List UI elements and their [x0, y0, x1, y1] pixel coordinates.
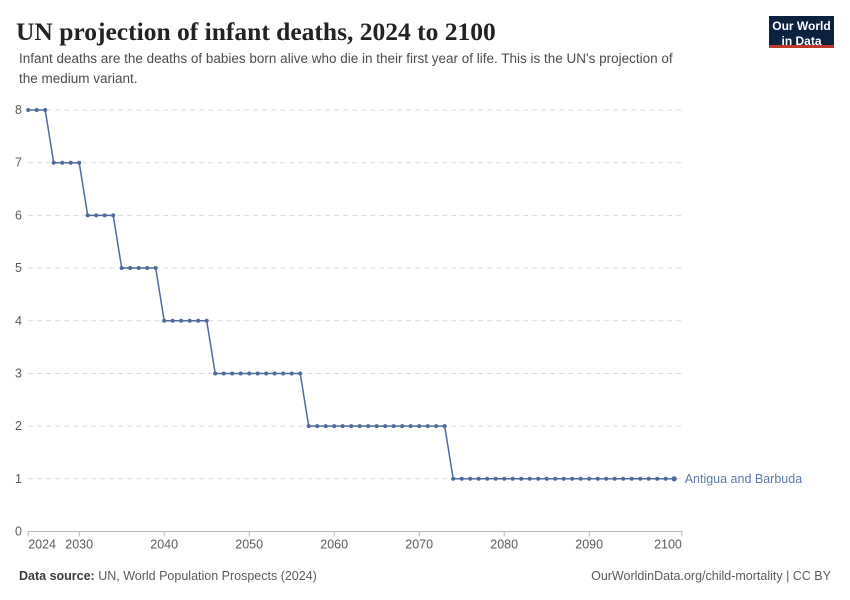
svg-text:2040: 2040 — [150, 538, 178, 552]
svg-text:3: 3 — [15, 366, 22, 380]
svg-text:4: 4 — [15, 314, 22, 328]
svg-text:7: 7 — [15, 156, 22, 170]
svg-text:1: 1 — [15, 472, 22, 486]
svg-text:2030: 2030 — [65, 538, 93, 552]
svg-text:6: 6 — [15, 208, 22, 222]
svg-text:2024: 2024 — [28, 538, 56, 552]
svg-text:2080: 2080 — [490, 538, 518, 552]
svg-text:2100: 2100 — [654, 538, 682, 552]
svg-text:8: 8 — [15, 103, 22, 117]
svg-text:2070: 2070 — [405, 538, 433, 552]
svg-text:0: 0 — [15, 525, 22, 539]
svg-text:2090: 2090 — [575, 538, 603, 552]
svg-text:2060: 2060 — [320, 538, 348, 552]
svg-text:5: 5 — [15, 261, 22, 275]
svg-text:2: 2 — [15, 419, 22, 433]
svg-text:Antigua and Barbuda: Antigua and Barbuda — [685, 472, 803, 486]
svg-text:2050: 2050 — [235, 538, 263, 552]
